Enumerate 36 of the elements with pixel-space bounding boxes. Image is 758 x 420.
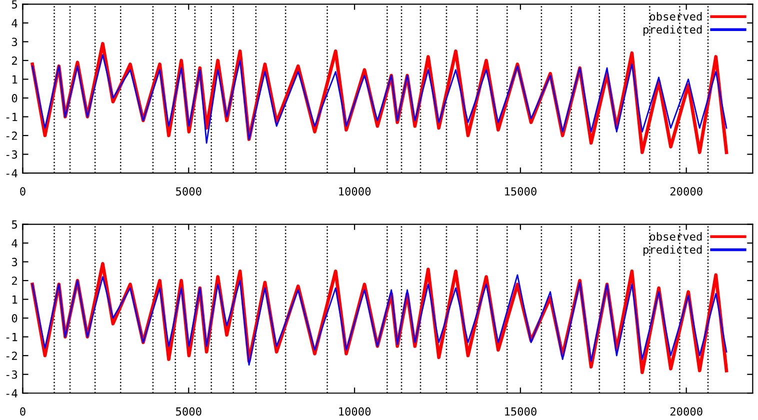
y-tick-label: 3	[12, 38, 18, 46]
y-tick-label: 3	[12, 258, 18, 266]
y-tick-label: -1	[6, 112, 18, 122]
y-tick-label: 2	[12, 276, 17, 285]
y-tick-label: 4	[12, 239, 18, 248]
y-tick-label: 2	[12, 56, 17, 65]
x-tick-label: 20000	[670, 187, 702, 196]
x-tick-label: 0	[20, 407, 26, 416]
x-tick-label: 5000	[176, 187, 202, 196]
y-tick-label: -2	[6, 132, 17, 140]
legend-label: predicted	[644, 245, 702, 256]
y-tick-label: -4	[6, 169, 18, 178]
legend-label: predicted	[644, 25, 702, 36]
legend-label: observed	[650, 12, 702, 21]
x-tick-label: 15000	[505, 187, 536, 196]
y-tick-label: -2	[6, 352, 17, 360]
y-tick-label: 1	[12, 75, 18, 84]
y-tick-label: -4	[6, 389, 18, 398]
x-tick-label: 10000	[339, 187, 371, 196]
line-series	[32, 274, 728, 366]
x-tick-label: 10000	[339, 407, 371, 416]
x-tick-label: 15000	[505, 407, 536, 416]
y-tick-label: 0	[12, 314, 18, 322]
y-tick-label: -1	[6, 332, 18, 342]
y-tick-label: 4	[12, 19, 18, 28]
legend-label: observed	[650, 232, 702, 241]
y-tick-label: 5	[12, 0, 17, 9]
x-tick-label: 5000	[176, 407, 202, 416]
y-tick-label: 0	[12, 94, 18, 102]
x-tick-label: 0	[20, 187, 26, 196]
line-series	[32, 54, 728, 144]
y-tick-label: -3	[6, 150, 18, 159]
y-tick-label: -3	[6, 370, 18, 379]
y-tick-label: 1	[12, 295, 18, 304]
x-tick-label: 20000	[670, 407, 702, 416]
y-tick-label: 5	[12, 220, 17, 229]
